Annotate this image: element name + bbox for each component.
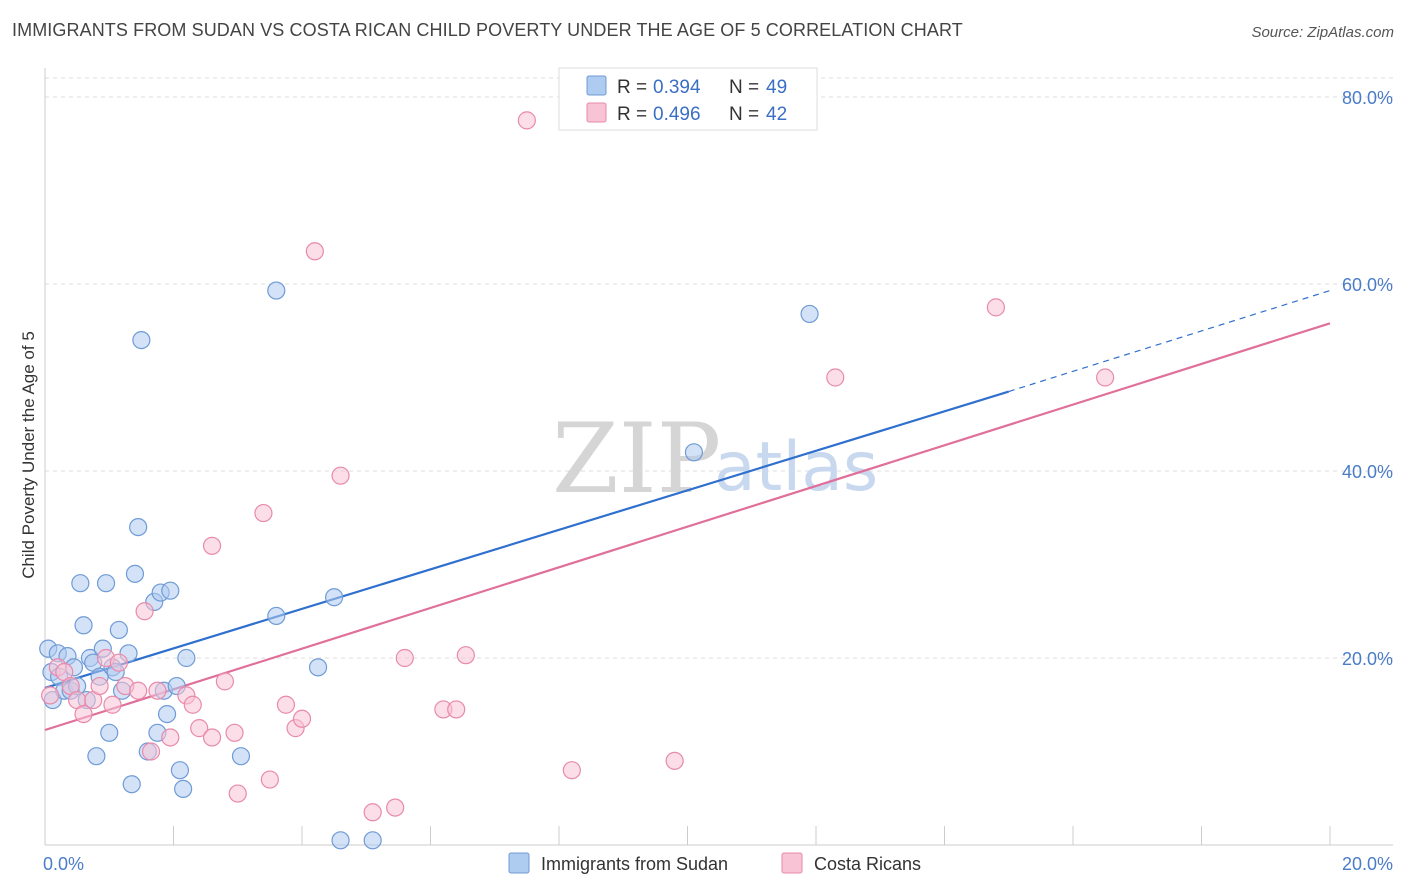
series-sudan-points: [39, 281, 819, 850]
source-credit: Source: ZipAtlas.com: [1251, 24, 1394, 41]
costa-point-27: [276, 695, 296, 714]
sudan-point-37: [170, 761, 190, 780]
costa-point-30: [305, 242, 324, 261]
sudan-point-25: [122, 775, 141, 794]
costa-point-15: [148, 681, 167, 700]
tick-labels: 20.0% 40.0% 60.0% 80.0% 0.0% 20.0%: [43, 88, 1393, 874]
legend-swatch-sudan: [586, 75, 607, 96]
costa-point-19: [190, 719, 209, 738]
series-legend: Immigrants from Sudan Costa Ricans: [508, 852, 921, 874]
costa-point-12: [129, 681, 148, 700]
costa-point-0: [41, 686, 60, 705]
sudan-point-22: [109, 620, 128, 640]
sudan-point-28: [132, 331, 151, 350]
costa-point-5: [74, 704, 93, 724]
sudan-point-47: [684, 443, 704, 462]
legend-r-value-costa: 0.496: [653, 104, 701, 125]
sudan-point-10: [71, 574, 90, 593]
costa-point-29: [292, 709, 312, 728]
sudan-point-48: [800, 304, 819, 324]
series-legend-swatch-sudan: [508, 852, 530, 874]
y-tick-label-2: 60.0%: [1342, 275, 1393, 295]
costa-point-41: [826, 368, 845, 387]
legend-r-value-sudan: 0.394: [653, 77, 701, 98]
x-tick-label-1: 20.0%: [1342, 854, 1393, 874]
sudan-point-44: [325, 588, 344, 607]
legend-n-label-costa: N =: [729, 104, 759, 125]
sudan-point-45: [331, 831, 350, 850]
costa-point-16: [161, 728, 180, 747]
series-costa-points: [41, 111, 1115, 822]
sudan-point-34: [157, 704, 177, 724]
costa-point-40: [665, 751, 684, 770]
costa-point-21: [202, 536, 222, 555]
costa-point-7: [90, 676, 109, 696]
correlation-legend: R = 0.394 N = 49 R = 0.496 N = 42: [558, 67, 818, 131]
sudan-point-40: [231, 747, 251, 766]
costa-point-31: [331, 466, 350, 485]
costa-point-10: [109, 653, 128, 672]
costa-point-34: [395, 648, 414, 668]
costa-point-25: [254, 503, 273, 523]
series-legend-label-costa: Costa Ricans: [814, 854, 921, 874]
legend-n-value-costa: 42: [766, 104, 787, 125]
costa-point-9: [103, 695, 122, 714]
costa-point-36: [447, 700, 466, 719]
sudan-point-35: [161, 581, 180, 600]
costa-point-24: [228, 784, 247, 803]
sudan-point-18: [96, 574, 116, 593]
trend-line-costa: [44, 322, 1331, 732]
costa-point-39: [562, 761, 581, 780]
x-tick-label-0: 0.0%: [43, 854, 84, 874]
sudan-point-43: [308, 658, 328, 677]
y-tick-label-3: 80.0%: [1342, 88, 1393, 108]
costa-point-32: [363, 803, 382, 822]
costa-point-33: [386, 798, 405, 817]
watermark: ZIP atlas: [552, 403, 878, 515]
y-axis-label: Child Poverty Under the Age of 5: [19, 331, 38, 579]
trend-line-sudan: [44, 390, 1010, 689]
chart-title: IMMIGRANTS FROM SUDAN VS COSTA RICAN CHI…: [12, 20, 963, 40]
y-tick-label-1: 40.0%: [1342, 462, 1393, 482]
sudan-point-38: [174, 779, 193, 799]
y-tick-label-0: 20.0%: [1342, 649, 1393, 669]
costa-point-43: [1096, 368, 1115, 387]
costa-point-23: [225, 723, 244, 742]
costa-point-18: [183, 695, 202, 714]
costa-point-14: [141, 742, 161, 761]
sudan-point-15: [87, 747, 106, 766]
sudan-point-41: [267, 281, 286, 300]
sudan-point-26: [125, 564, 145, 583]
costa-point-38: [517, 111, 536, 130]
legend-swatch-costa: [586, 102, 607, 123]
trend-lines: [44, 289, 1331, 732]
trend-line-sudan-extension: [1008, 289, 1331, 393]
legend-r-label-sudan: R =: [617, 77, 647, 98]
sudan-point-19: [100, 723, 119, 742]
sudan-point-27: [129, 517, 148, 537]
series-legend-swatch-costa: [781, 852, 803, 874]
legend-r-label-costa: R =: [617, 104, 647, 125]
legend-n-value-sudan: 49: [766, 77, 787, 98]
costa-point-42: [986, 298, 1006, 317]
costa-point-20: [202, 728, 222, 747]
sudan-point-11: [74, 616, 93, 635]
costa-point-26: [260, 770, 279, 789]
series-legend-label-sudan: Immigrants from Sudan: [541, 854, 728, 874]
sudan-point-39: [177, 648, 196, 668]
costa-point-13: [135, 602, 154, 621]
axes: [44, 68, 1393, 846]
sudan-point-46: [363, 831, 382, 850]
costa-point-22: [215, 672, 234, 691]
sudan-point-42: [267, 606, 286, 626]
costa-point-37: [456, 646, 475, 665]
legend-n-label-sudan: N =: [729, 77, 759, 98]
